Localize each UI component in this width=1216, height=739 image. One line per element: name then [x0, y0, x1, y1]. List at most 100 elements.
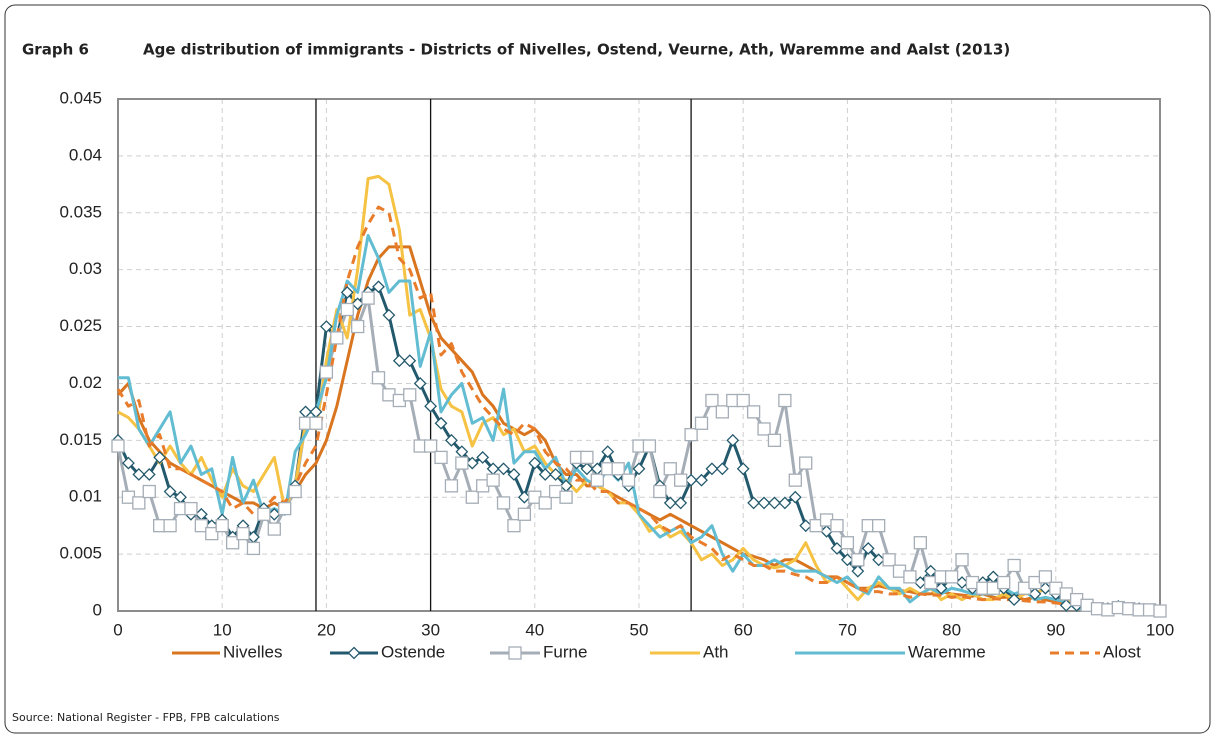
point-marker	[788, 473, 802, 487]
point-marker	[746, 405, 761, 419]
point-marker	[955, 553, 969, 567]
point-marker	[778, 496, 792, 510]
point-marker	[611, 462, 625, 476]
point-marker	[695, 473, 708, 487]
point-marker	[1028, 587, 1042, 601]
point-marker	[840, 536, 855, 550]
point-marker	[153, 450, 167, 464]
point-marker	[122, 456, 135, 470]
point-marker	[1007, 593, 1021, 607]
point-marker	[424, 399, 438, 413]
point-marker	[1007, 558, 1021, 573]
y-tick-label: 0	[93, 600, 102, 619]
point-marker	[621, 473, 636, 487]
point-marker	[653, 484, 667, 499]
point-marker	[861, 542, 875, 555]
point-marker	[767, 433, 782, 447]
point-marker	[1038, 581, 1052, 595]
point-marker	[267, 522, 281, 536]
point-marker	[1059, 598, 1073, 612]
graph-label: Graph 6	[22, 41, 89, 59]
point-marker	[538, 468, 552, 481]
point-marker	[496, 496, 511, 510]
x-tick-label: 60	[734, 620, 753, 639]
point-marker	[705, 393, 719, 408]
y-tick-label: 0.045	[59, 88, 102, 107]
point-marker	[444, 479, 459, 493]
legend-label: Nivelles	[223, 642, 283, 661]
x-tick-label: 50	[630, 620, 649, 639]
point-marker	[538, 496, 552, 510]
x-tick-label: 80	[942, 620, 961, 639]
x-tick-label: 90	[1046, 620, 1065, 639]
legend-label: Furne	[543, 642, 587, 661]
point-marker	[559, 490, 573, 504]
point-marker	[913, 536, 927, 550]
point-marker	[236, 526, 250, 541]
plot-border	[117, 98, 1161, 612]
x-tick-label: 30	[421, 620, 440, 639]
point-marker	[225, 536, 240, 550]
point-marker	[267, 507, 281, 521]
point-marker	[257, 507, 271, 521]
point-marker	[1153, 604, 1167, 618]
point-marker	[705, 462, 719, 476]
point-marker	[111, 439, 125, 453]
point-marker	[851, 564, 865, 578]
x-tick-label: 20	[317, 620, 336, 639]
point-marker	[403, 388, 417, 402]
point-marker	[580, 450, 594, 465]
point-marker	[736, 462, 750, 476]
point-marker	[194, 519, 209, 533]
legend-label: Ostende	[381, 642, 445, 661]
point-marker	[309, 416, 323, 430]
point-marker	[507, 468, 521, 481]
point-marker	[788, 490, 802, 504]
point-marker	[423, 439, 438, 453]
point-marker	[903, 570, 917, 584]
point-marker	[757, 496, 771, 510]
point-marker	[632, 462, 646, 476]
point-marker	[392, 354, 406, 368]
point-marker	[674, 496, 688, 510]
y-tick-label: 0.03	[69, 259, 102, 278]
point-marker	[642, 439, 657, 453]
point-marker	[163, 519, 177, 533]
point-marker	[476, 450, 490, 464]
point-marker	[663, 462, 677, 476]
point-marker	[382, 308, 396, 322]
point-marker	[747, 496, 761, 510]
point-marker	[674, 473, 688, 487]
y-tick-label: 0.02	[69, 373, 102, 392]
point-marker	[132, 468, 146, 481]
y-tick-label: 0.04	[69, 145, 102, 164]
point-marker	[872, 553, 886, 567]
point-marker	[715, 462, 729, 476]
point-marker	[944, 570, 959, 584]
point-marker	[403, 354, 417, 368]
x-tick-label: 70	[838, 620, 857, 639]
point-marker	[955, 576, 969, 589]
point-marker	[757, 422, 771, 436]
frame	[4, 4, 1211, 734]
point-marker	[934, 581, 948, 595]
point-marker	[434, 416, 448, 430]
point-marker	[882, 553, 896, 567]
point-marker	[601, 445, 615, 459]
point-marker	[486, 473, 500, 487]
legend-label: Alost	[1103, 642, 1141, 661]
point-marker	[434, 450, 448, 465]
point-marker	[184, 501, 198, 516]
point-marker	[340, 286, 354, 299]
legend-label: Ath	[703, 642, 729, 661]
point-marker	[517, 490, 531, 504]
point-marker	[684, 427, 698, 442]
chart-title: Age distribution of immigrants - Distric…	[143, 41, 1010, 59]
point-marker	[215, 519, 229, 533]
point-marker	[445, 433, 458, 447]
point-marker	[351, 297, 365, 311]
point-marker	[413, 377, 427, 390]
point-marker	[851, 553, 865, 567]
